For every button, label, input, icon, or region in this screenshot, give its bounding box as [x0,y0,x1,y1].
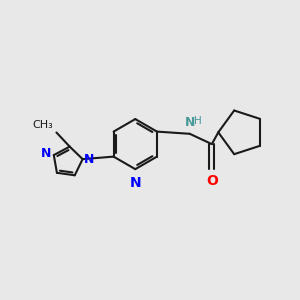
Text: O: O [206,174,218,188]
Text: N: N [84,153,94,166]
Text: N: N [185,116,196,129]
Text: N: N [41,147,51,160]
Text: N: N [130,176,141,190]
Text: CH₃: CH₃ [32,119,53,130]
Text: H: H [194,116,202,126]
